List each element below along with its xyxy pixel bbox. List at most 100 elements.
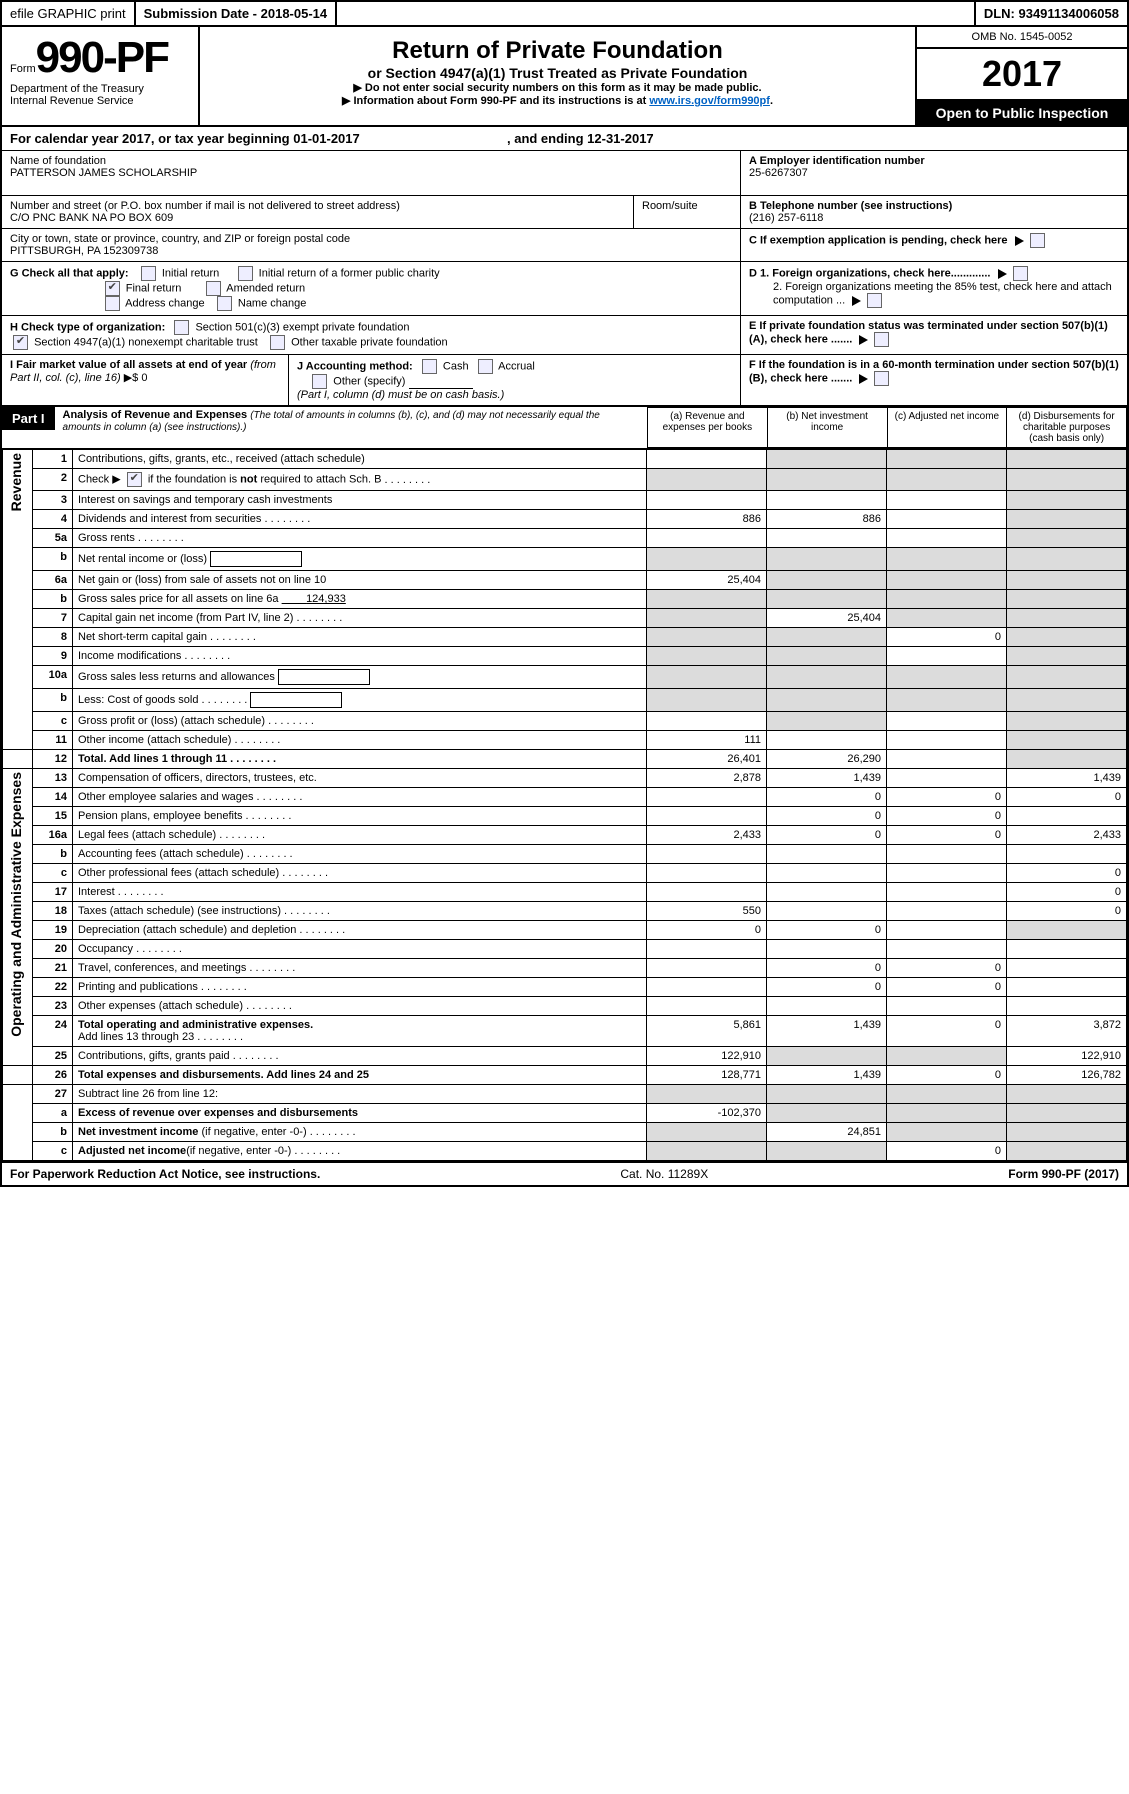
- row-18: 18Taxes (attach schedule) (see instructi…: [3, 902, 1127, 921]
- row-6b: b Gross sales price for all assets on lin…: [3, 590, 1127, 609]
- chk-cash[interactable]: [422, 359, 437, 374]
- part1-table: Revenue 1 Contributions, gifts, grants, …: [2, 449, 1127, 1161]
- box-5b: [210, 551, 302, 567]
- ln: 1: [33, 450, 73, 469]
- col-a: (a) Revenue and expenses per books: [648, 408, 768, 448]
- d: Gross profit or (loss) (attach schedule): [73, 712, 647, 731]
- chk-schb[interactable]: [127, 472, 142, 487]
- v: 0: [1007, 864, 1127, 883]
- v: 25,404: [767, 609, 887, 628]
- chk-final[interactable]: [105, 281, 120, 296]
- v: 0: [1007, 788, 1127, 807]
- addr-phone-row: Number and street (or P.O. box number if…: [2, 195, 1127, 228]
- row-5a: 5aGross rents: [3, 529, 1127, 548]
- d: Gross rents: [73, 529, 647, 548]
- t: Gross sales price for all assets on line…: [78, 593, 279, 605]
- j-other: Other (specify): [333, 375, 405, 387]
- row-9: 9Income modifications: [3, 647, 1127, 666]
- city-label: City or town, state or province, country…: [10, 233, 732, 245]
- d: Interest on savings and temporary cash i…: [73, 491, 647, 510]
- d: Other expenses (attach schedule): [73, 997, 647, 1016]
- chk-f[interactable]: [874, 371, 889, 386]
- ln: 9: [33, 647, 73, 666]
- v6b: 124,933: [306, 593, 346, 605]
- row-27b: bNet investment income (if negative, ent…: [3, 1123, 1127, 1142]
- d: Travel, conferences, and meetings: [73, 959, 647, 978]
- d: Net gain or (loss) from sale of assets n…: [73, 571, 647, 590]
- d: Accounting fees (attach schedule): [73, 845, 647, 864]
- t: Less: Cost of goods sold: [78, 694, 247, 706]
- row-4: 4Dividends and interest from securities8…: [3, 510, 1127, 529]
- row-16b: bAccounting fees (attach schedule): [3, 845, 1127, 864]
- v: 0: [767, 978, 887, 997]
- ein-label: A Employer identification number: [749, 155, 1119, 167]
- v: 0: [887, 807, 1007, 826]
- chk-name-change[interactable]: [217, 296, 232, 311]
- chk-initial-former[interactable]: [238, 266, 253, 281]
- ijf-row: I Fair market value of all assets at end…: [2, 354, 1127, 405]
- chk-4947[interactable]: [13, 335, 28, 350]
- chk-e[interactable]: [874, 332, 889, 347]
- chk-other-acct[interactable]: [312, 374, 327, 389]
- chk-accrual[interactable]: [478, 359, 493, 374]
- chk-amended[interactable]: [206, 281, 221, 296]
- d: Capital gain net income (from Part IV, l…: [73, 609, 647, 628]
- footer: For Paperwork Reduction Act Notice, see …: [2, 1161, 1127, 1185]
- d: Total. Add lines 1 through 11: [73, 750, 647, 769]
- header-left: Form990-PF Department of the Treasury In…: [2, 27, 200, 125]
- form-title: Return of Private Foundation: [208, 37, 907, 65]
- irs-link[interactable]: www.irs.gov/form990pf: [649, 95, 770, 107]
- row-16c: cOther professional fees (attach schedul…: [3, 864, 1127, 883]
- ln: 2: [33, 469, 73, 491]
- v: 0: [767, 788, 887, 807]
- v: 0: [887, 1016, 1007, 1047]
- v: 26,290: [767, 750, 887, 769]
- ln: 10a: [33, 666, 73, 689]
- v: 0: [887, 959, 1007, 978]
- e-label: E If private foundation status was termi…: [749, 320, 1108, 345]
- t: Gross sales less returns and allowances: [78, 671, 275, 683]
- chk-other-tax[interactable]: [270, 335, 285, 350]
- form-subtitle3: ▶ Information about Form 990-PF and its …: [208, 94, 907, 107]
- ln: b: [33, 845, 73, 864]
- g-addr: Address change: [125, 297, 205, 309]
- other-specify-input[interactable]: [409, 374, 473, 389]
- v: 550: [647, 902, 767, 921]
- d: Net short-term capital gain: [73, 628, 647, 647]
- c-block: C If exemption application is pending, c…: [741, 229, 1127, 261]
- chk-initial[interactable]: [141, 266, 156, 281]
- h-4947: Section 4947(a)(1) nonexempt charitable …: [34, 336, 258, 348]
- footer-center: Cat. No. 11289X: [620, 1167, 708, 1181]
- check-c[interactable]: [1030, 233, 1045, 248]
- chk-501c3[interactable]: [174, 320, 189, 335]
- ln: b: [33, 689, 73, 712]
- ln: b: [33, 590, 73, 609]
- row-10a: 10a Gross sales less returns and allowanc…: [3, 666, 1127, 689]
- row-2: 2 Check ▶ if the foundation is not requi…: [3, 469, 1127, 491]
- d2-label: 2. Foreign organizations meeting the 85%…: [773, 281, 1112, 306]
- room-label: Room/suite: [642, 200, 732, 212]
- part1-tag: Part I: [2, 407, 55, 430]
- v: 122,910: [647, 1047, 767, 1066]
- efile-text: efile GRAPHIC print: [10, 6, 126, 21]
- chk-d1[interactable]: [1013, 266, 1028, 281]
- part1-header: Part I Analysis of Revenue and Expenses …: [2, 405, 1127, 449]
- efile-label: efile GRAPHIC print: [2, 2, 136, 25]
- j-note: (Part I, column (d) must be on cash basi…: [297, 389, 504, 401]
- topbar-spacer: [337, 2, 976, 25]
- i-arrow: ▶$: [124, 372, 139, 384]
- v: -102,370: [647, 1104, 767, 1123]
- chk-d2[interactable]: [867, 293, 882, 308]
- header-right: OMB No. 1545-0052 2017 Open to Public In…: [915, 27, 1127, 125]
- d2-1: Check ▶: [78, 474, 121, 486]
- d: Legal fees (attach schedule): [73, 826, 647, 845]
- addr-block: Number and street (or P.O. box number if…: [2, 196, 741, 228]
- city-value: PITTSBURGH, PA 152309738: [10, 245, 732, 257]
- v: 2,878: [647, 769, 767, 788]
- row-14: 14Other employee salaries and wages000: [3, 788, 1127, 807]
- arrow-icon: [859, 335, 868, 345]
- expenses-side: Operating and Administrative Expenses: [3, 769, 33, 1066]
- d: Excess of revenue over expenses and disb…: [73, 1104, 647, 1123]
- chk-addr-change[interactable]: [105, 296, 120, 311]
- row-25: 25Contributions, gifts, grants paid122,9…: [3, 1047, 1127, 1066]
